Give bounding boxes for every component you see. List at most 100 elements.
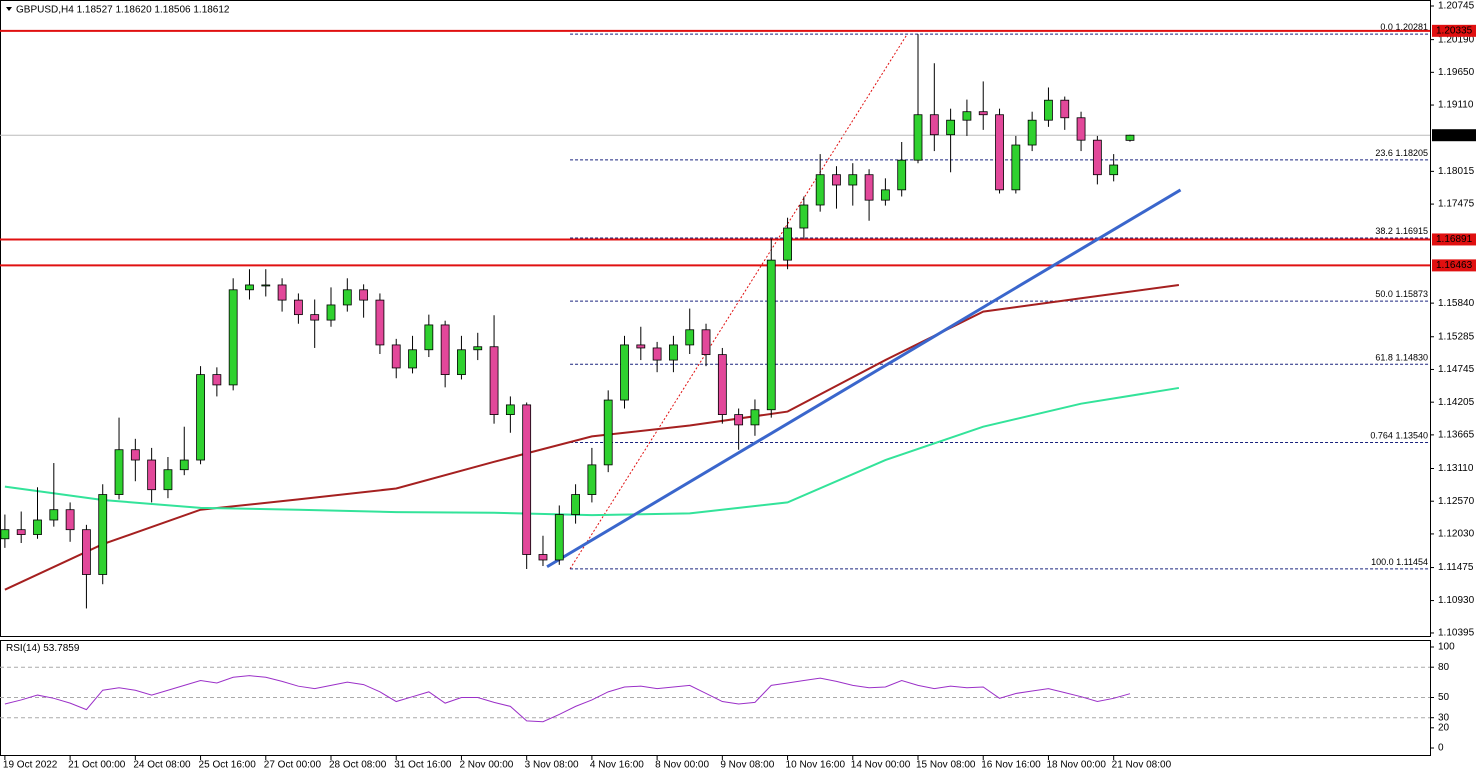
candle-body — [913, 114, 923, 161]
fib-label: 38.2 1.16915 — [1375, 226, 1428, 236]
candle-body — [799, 204, 809, 229]
rsi-value: 53.7859 — [43, 643, 80, 654]
candle-body — [408, 349, 417, 369]
level-price-label: 1.20335 — [1436, 25, 1473, 36]
fib-ratio: 0.764 — [1370, 431, 1393, 441]
candle-body — [750, 409, 760, 426]
rsi-name: RSI(14) — [6, 643, 40, 654]
fib-price: 1.20281 — [1395, 22, 1428, 32]
x-tick-label: 8 Nov 00:00 — [655, 760, 709, 771]
x-tick-label: 15 Nov 08:00 — [916, 760, 976, 771]
level-price-box — [1432, 233, 1476, 246]
fib-label: 23.6 1.18205 — [1375, 148, 1428, 158]
candle-body — [293, 299, 303, 316]
fib-label: 0.0 1.20281 — [1380, 22, 1428, 32]
candle-body — [33, 519, 42, 535]
x-tick-label: 16 Nov 16:00 — [981, 760, 1041, 771]
y-tick-label: 1.12570 — [1438, 496, 1475, 507]
candle-body — [342, 289, 352, 306]
candle-body — [424, 324, 434, 351]
y-tick-label: 1.13665 — [1438, 430, 1475, 441]
fib-ratio: 50.0 — [1375, 290, 1393, 300]
candle-body — [571, 494, 580, 515]
rsi-title: RSI(14) 53.7859 — [6, 643, 80, 654]
candle-body — [685, 329, 695, 346]
fib-ratio: 100.0 — [1371, 557, 1394, 567]
candle-body — [130, 449, 140, 461]
y-tick-label: 1.20190 — [1438, 34, 1475, 45]
y-tick-label: 1.10930 — [1438, 595, 1475, 606]
fib-label: 61.8 1.14830 — [1375, 353, 1428, 363]
candle-body — [1109, 164, 1119, 176]
y-tick-label: 1.17475 — [1438, 199, 1475, 210]
candle-body — [783, 227, 792, 261]
y-tick-label: 1.13110 — [1438, 463, 1474, 474]
candle-body — [897, 159, 907, 191]
candle-body — [245, 284, 254, 291]
y-tick-label: 1.14205 — [1438, 397, 1475, 408]
fib-price: 1.15873 — [1395, 290, 1428, 300]
x-tick-label: 14 Nov 00:00 — [851, 760, 911, 771]
current-price-label: 1.18612 — [1436, 130, 1473, 141]
candle-body — [652, 347, 662, 361]
x-tick-label: 27 Oct 00:00 — [264, 760, 322, 771]
y-tick-label: 1.11475 — [1438, 562, 1474, 573]
rsi-line — [4, 675, 1131, 723]
candle-body — [375, 299, 385, 346]
chart-title: GBPUSD,H4 1.18527 1.18620 1.18506 1.1861… — [16, 5, 230, 16]
candle-body — [114, 449, 124, 495]
fib-ratio: 23.6 — [1375, 148, 1393, 158]
x-tick-label: 21 Oct 00:00 — [68, 760, 126, 771]
y-tick-label: 1.14745 — [1438, 364, 1475, 375]
candle-body — [880, 189, 890, 201]
candle-body — [636, 344, 646, 349]
candle-body — [359, 289, 369, 301]
candle-body — [962, 111, 972, 121]
candle-body — [766, 259, 776, 411]
x-tick-label: 28 Oct 08:00 — [329, 760, 387, 771]
rsi-tick-label: 50 — [1438, 692, 1450, 703]
y-tick-label: 1.10395 — [1438, 628, 1475, 639]
candle-body — [669, 344, 678, 361]
y-tick-label: 1.15840 — [1438, 298, 1475, 309]
candle-body — [603, 399, 613, 466]
candle-body — [1011, 144, 1021, 191]
fib-diagonal — [569, 33, 908, 570]
rsi-tick-label: 20 — [1438, 722, 1450, 733]
candle-body — [929, 114, 939, 136]
fib-label: 100.0 1.11454 — [1371, 557, 1428, 567]
current-price-box — [1432, 129, 1476, 142]
candle-body — [1027, 119, 1037, 146]
candle-body — [326, 304, 336, 321]
candle-body — [978, 111, 988, 116]
candle-body — [473, 346, 483, 351]
candle-body — [196, 374, 205, 461]
rsi-tick-label: 30 — [1438, 712, 1450, 723]
fib-price: 1.11454 — [1396, 557, 1428, 567]
rsi-tick-label: 80 — [1438, 662, 1450, 673]
moving-average — [4, 283, 1180, 591]
candle-body — [147, 459, 157, 491]
fib-price: 1.16915 — [1395, 226, 1428, 236]
x-tick-label: 9 Nov 08:00 — [720, 760, 774, 771]
level-price-label: 1.16463 — [1436, 260, 1473, 271]
candle-body — [82, 529, 91, 575]
x-tick-label: 18 Nov 00:00 — [1046, 760, 1106, 771]
candle-body — [734, 414, 744, 426]
candle-body — [163, 469, 173, 491]
fib-price: 1.14830 — [1395, 353, 1428, 363]
candle-body — [1060, 99, 1070, 119]
candle-body — [1125, 134, 1135, 141]
candle-body — [310, 314, 320, 321]
candle-body — [65, 509, 75, 531]
x-tick-label: 25 Oct 16:00 — [199, 760, 257, 771]
x-tick-label: 19 Oct 2022 — [3, 760, 58, 771]
candle-body — [848, 174, 858, 186]
candle-body — [538, 554, 548, 561]
candle-body — [16, 529, 26, 535]
candle-body — [457, 349, 466, 376]
candle-body — [1044, 99, 1053, 121]
candle-body — [49, 509, 59, 521]
